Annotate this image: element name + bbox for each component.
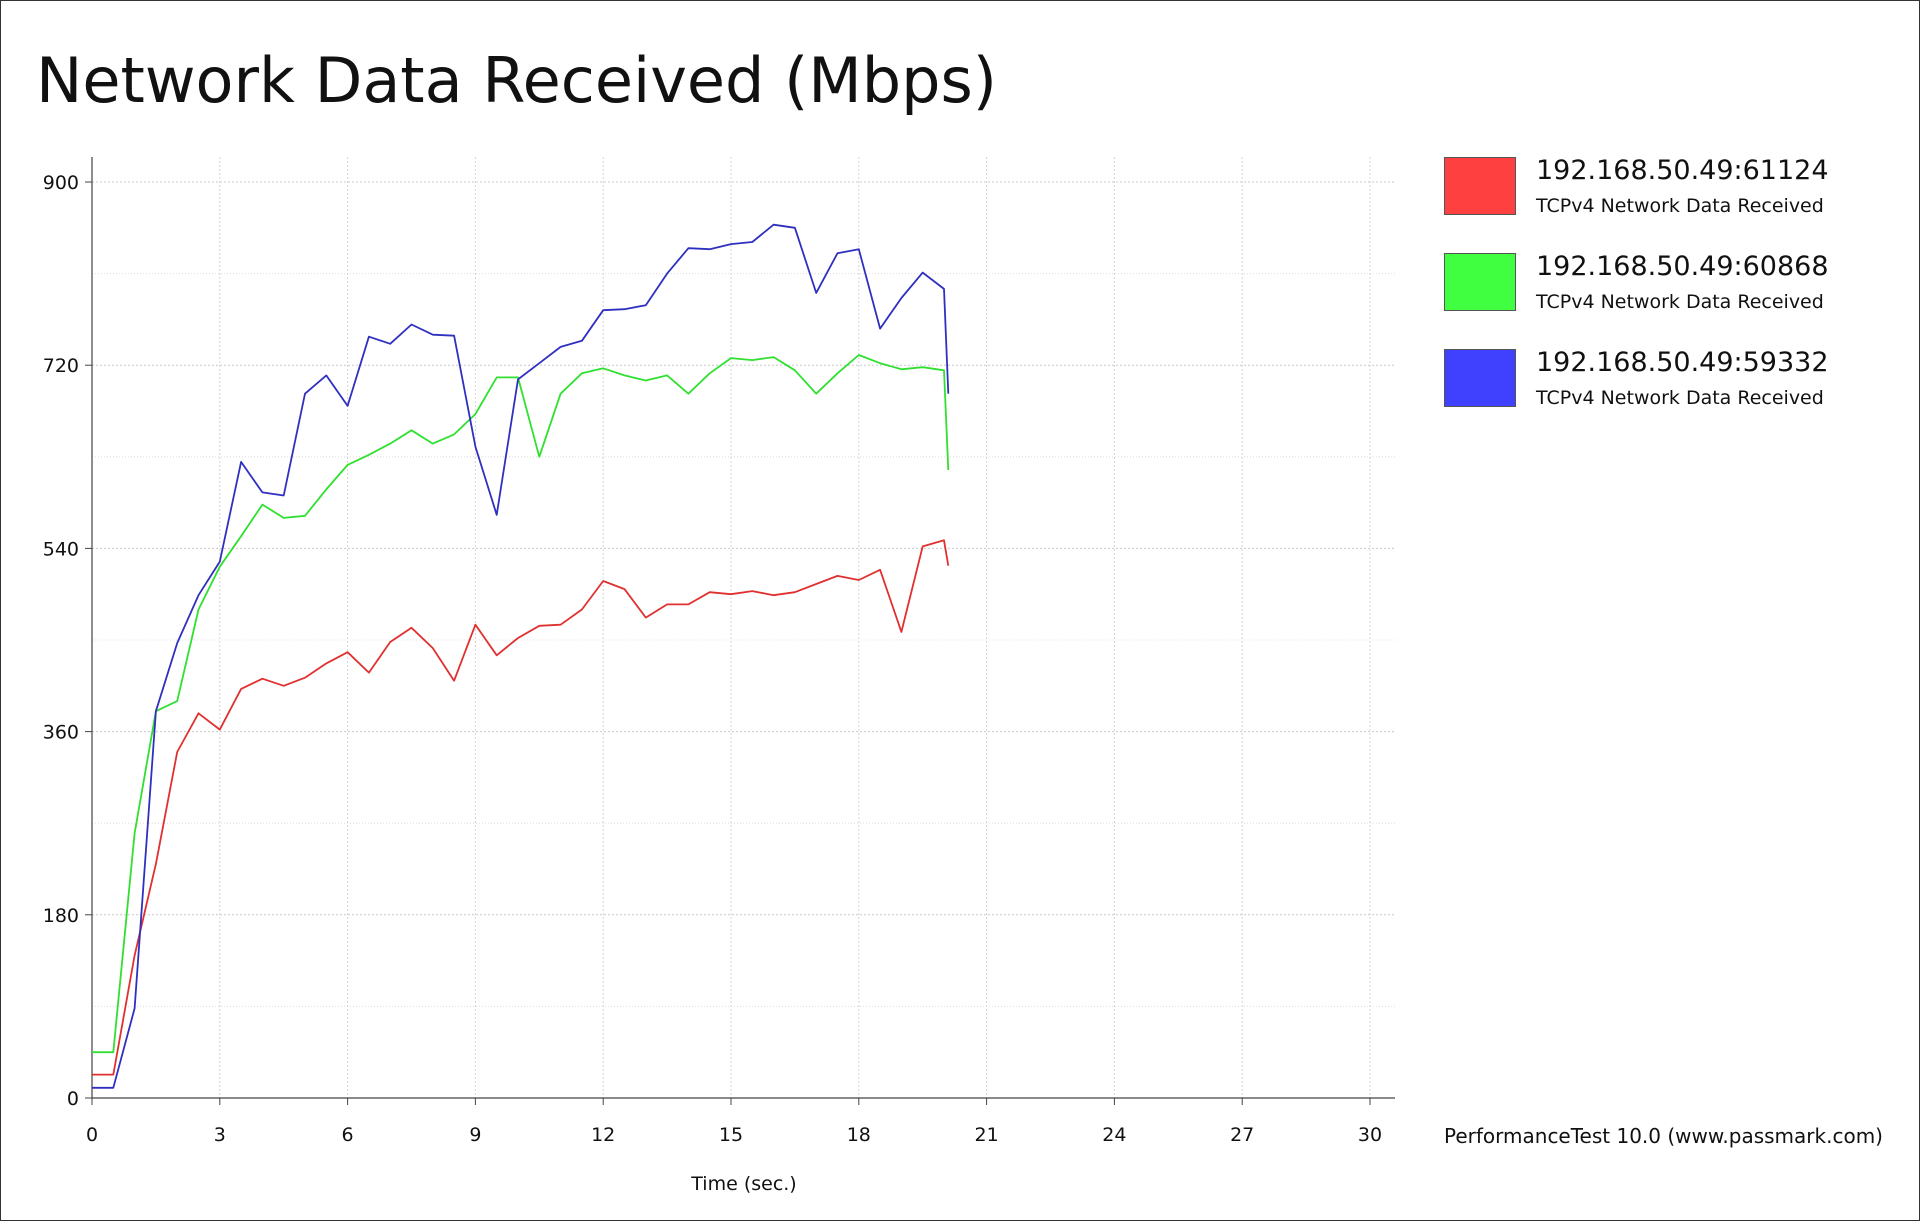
y-tick-label: 540 bbox=[43, 538, 79, 560]
legend-swatch-61124 bbox=[1444, 157, 1516, 215]
legend-sublabel-60868: TCPv4 Network Data Received bbox=[1536, 291, 1824, 313]
x-tick-label: 15 bbox=[719, 1124, 743, 1146]
legend-label-59332: 192.168.50.49:59332 bbox=[1536, 347, 1829, 378]
x-tick-label: 0 bbox=[86, 1124, 98, 1146]
legend-swatch-60868 bbox=[1444, 253, 1516, 311]
series-line-60868 bbox=[92, 354, 950, 1054]
legend-sublabel-59332: TCPv4 Network Data Received bbox=[1536, 387, 1824, 409]
y-tick-label: 360 bbox=[43, 722, 79, 744]
x-tick-label: 24 bbox=[1102, 1124, 1126, 1146]
x-tick-label: 18 bbox=[847, 1124, 871, 1146]
series-line-59332 bbox=[92, 223, 950, 1089]
x-tick-label: 12 bbox=[591, 1124, 615, 1146]
footer-credit: PerformanceTest 10.0 (www.passmark.com) bbox=[1444, 1124, 1883, 1148]
legend-label-60868: 192.168.50.49:60868 bbox=[1536, 251, 1829, 282]
legend-label-61124: 192.168.50.49:61124 bbox=[1536, 155, 1829, 186]
x-tick-label: 9 bbox=[469, 1124, 481, 1146]
x-axis-title: Time (sec.) bbox=[690, 1173, 796, 1195]
y-tick-label: 720 bbox=[43, 355, 79, 377]
y-tick-label: 900 bbox=[43, 172, 79, 194]
chart-title: Network Data Received (Mbps) bbox=[36, 44, 997, 117]
x-tick-label: 21 bbox=[975, 1124, 999, 1146]
x-tick-label: 30 bbox=[1358, 1124, 1382, 1146]
x-tick-label: 6 bbox=[342, 1124, 354, 1146]
series-line-61124 bbox=[92, 539, 950, 1076]
x-tick-label: 3 bbox=[214, 1124, 226, 1146]
legend-sublabel-61124: TCPv4 Network Data Received bbox=[1536, 195, 1824, 217]
x-tick-label: 27 bbox=[1230, 1124, 1254, 1146]
legend-swatch-59332 bbox=[1444, 349, 1516, 407]
y-tick-label: 180 bbox=[43, 905, 79, 927]
y-tick-label: 0 bbox=[67, 1088, 79, 1110]
